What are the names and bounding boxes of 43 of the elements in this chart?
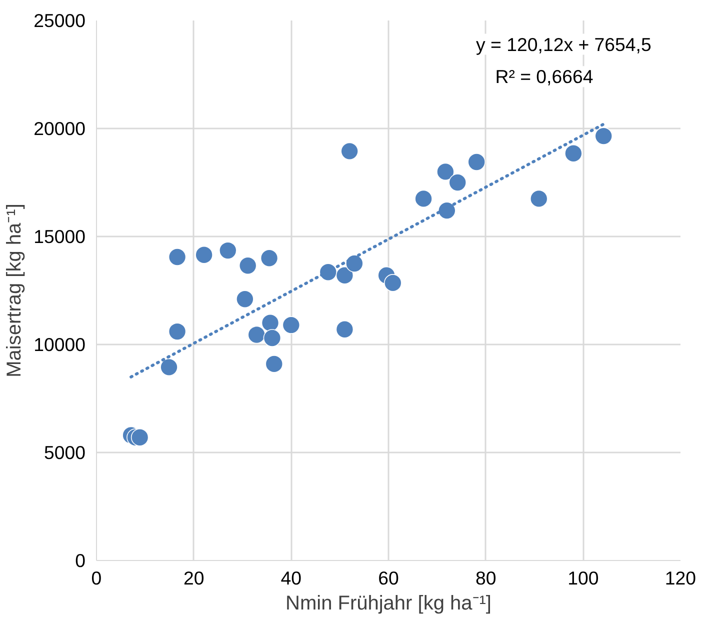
annotation: y = 120,12x + 7654,5 bbox=[476, 34, 652, 55]
x-tick-label: 100 bbox=[568, 568, 599, 588]
point bbox=[468, 153, 486, 171]
point bbox=[236, 290, 254, 308]
y-tick-label: 5000 bbox=[44, 442, 86, 463]
point bbox=[336, 266, 354, 284]
point bbox=[248, 326, 266, 344]
point bbox=[436, 162, 454, 181]
y-tick-label: 25000 bbox=[34, 10, 86, 31]
x-tick-label: 80 bbox=[475, 568, 496, 588]
point bbox=[448, 174, 467, 192]
point bbox=[530, 190, 548, 208]
point bbox=[168, 248, 186, 266]
annotation: R² = 0,6664 bbox=[495, 66, 594, 88]
x-tick-label: 120 bbox=[664, 568, 696, 588]
point bbox=[564, 144, 582, 162]
point bbox=[414, 190, 432, 208]
point bbox=[261, 314, 280, 332]
point bbox=[265, 355, 284, 373]
point bbox=[238, 256, 257, 275]
x-tick-label: 0 bbox=[91, 568, 102, 588]
x-axis-title: Nmin Frühjahr [kg ha⁻¹] bbox=[286, 592, 492, 614]
y-axis-title: Maisertrag [kg ha⁻¹] bbox=[4, 204, 26, 378]
point bbox=[282, 316, 300, 334]
point bbox=[260, 249, 278, 267]
x-tick-label: 40 bbox=[280, 568, 302, 588]
point bbox=[594, 127, 613, 145]
point bbox=[160, 358, 178, 376]
y-tick-label: 10000 bbox=[34, 334, 86, 355]
point bbox=[195, 246, 213, 264]
point bbox=[168, 322, 186, 340]
point bbox=[219, 242, 237, 260]
point bbox=[346, 254, 364, 272]
point bbox=[384, 274, 402, 292]
point bbox=[340, 142, 358, 160]
y-tick-label: 20000 bbox=[34, 118, 86, 139]
x-tick-label: 20 bbox=[183, 568, 204, 588]
point bbox=[263, 329, 282, 347]
y-tick-label: 15000 bbox=[34, 226, 86, 247]
point bbox=[336, 320, 354, 338]
x-tick-label: 60 bbox=[378, 568, 399, 588]
point bbox=[130, 428, 149, 446]
y-tick-label: 0 bbox=[75, 550, 86, 571]
